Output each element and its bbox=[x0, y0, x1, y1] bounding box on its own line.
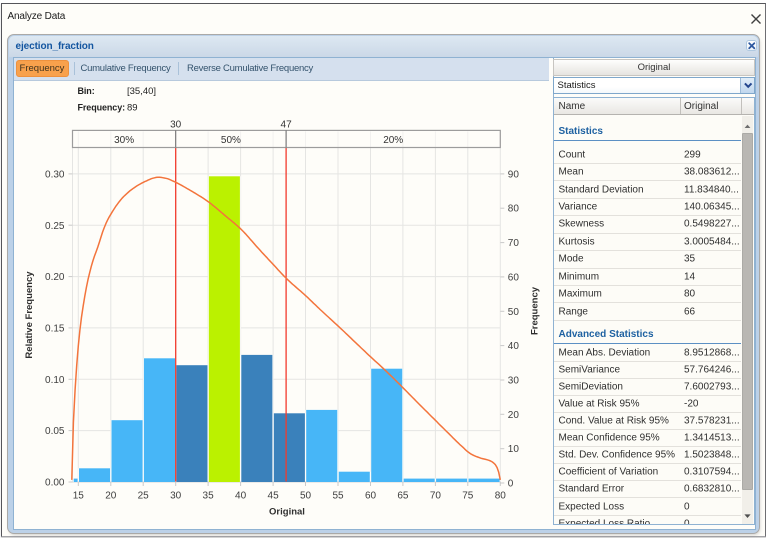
svg-text:35: 35 bbox=[202, 490, 214, 501]
svg-text:Bin:: Bin: bbox=[77, 86, 94, 96]
svg-text:0.00: 0.00 bbox=[45, 477, 65, 488]
svg-text:70: 70 bbox=[507, 238, 519, 249]
svg-text:30: 30 bbox=[507, 375, 519, 386]
svg-text:0.05: 0.05 bbox=[45, 426, 65, 437]
svg-text:50%: 50% bbox=[220, 135, 240, 146]
svg-text:30: 30 bbox=[170, 119, 182, 130]
svg-text:89: 89 bbox=[127, 102, 138, 113]
svg-text:0.15: 0.15 bbox=[45, 323, 65, 334]
svg-text:20%: 20% bbox=[383, 135, 403, 146]
svg-text:20: 20 bbox=[105, 490, 117, 501]
svg-text:30: 30 bbox=[170, 490, 182, 501]
svg-text:Frequency:: Frequency: bbox=[77, 102, 125, 112]
svg-text:40: 40 bbox=[235, 490, 247, 501]
svg-text:15: 15 bbox=[72, 490, 84, 501]
svg-text:10: 10 bbox=[507, 444, 519, 455]
svg-text:Frequency: Frequency bbox=[529, 286, 540, 335]
svg-text:25: 25 bbox=[137, 490, 149, 501]
svg-text:30%: 30% bbox=[114, 135, 134, 146]
svg-text:60: 60 bbox=[364, 490, 376, 501]
svg-text:70: 70 bbox=[429, 490, 441, 501]
svg-text:20: 20 bbox=[507, 409, 519, 420]
svg-text:60: 60 bbox=[507, 272, 519, 283]
svg-text:0.30: 0.30 bbox=[45, 169, 65, 180]
svg-text:80: 80 bbox=[494, 490, 506, 501]
svg-text:45: 45 bbox=[267, 490, 279, 501]
svg-text:65: 65 bbox=[397, 490, 409, 501]
svg-text:0.10: 0.10 bbox=[45, 374, 65, 385]
svg-text:40: 40 bbox=[507, 341, 519, 352]
svg-text:55: 55 bbox=[332, 490, 344, 501]
svg-text:[35,40]: [35,40] bbox=[127, 86, 156, 97]
svg-text:0.20: 0.20 bbox=[45, 272, 65, 283]
svg-text:90: 90 bbox=[507, 169, 519, 180]
svg-text:Relative Frequency: Relative Frequency bbox=[24, 270, 35, 358]
svg-text:0: 0 bbox=[507, 478, 513, 489]
svg-text:50: 50 bbox=[507, 306, 519, 317]
svg-text:Original: Original bbox=[269, 506, 305, 517]
svg-text:80: 80 bbox=[507, 203, 519, 214]
svg-text:75: 75 bbox=[462, 490, 474, 501]
svg-text:0.25: 0.25 bbox=[45, 220, 65, 231]
svg-text:50: 50 bbox=[299, 490, 311, 501]
svg-text:47: 47 bbox=[280, 119, 292, 130]
